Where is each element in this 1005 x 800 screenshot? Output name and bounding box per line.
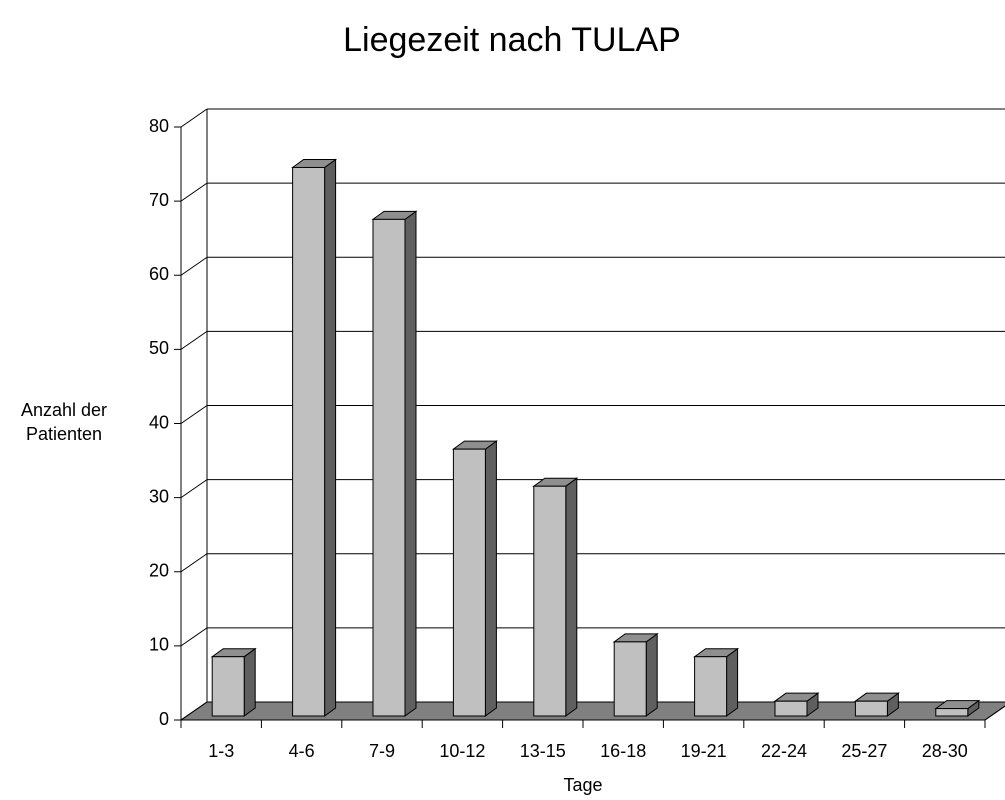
- x-tick-label: 13-15: [520, 741, 566, 761]
- bar: [694, 656, 728, 717]
- x-tick-label: 7-9: [369, 741, 395, 761]
- x-tick-label: 4-6: [289, 741, 315, 761]
- wall-connector: [180, 108, 208, 128]
- bar-side: [243, 647, 256, 717]
- bar: [854, 700, 888, 717]
- y-tick-label: 10: [149, 635, 169, 655]
- bar: [613, 641, 647, 717]
- wall-connector: [180, 182, 208, 202]
- bar: [292, 166, 326, 717]
- floor-right-edge: [984, 705, 1005, 721]
- bar-side: [324, 158, 337, 717]
- y-axis-label: Anzahl der Patienten: [20, 400, 108, 444]
- wall-connector: [180, 256, 208, 276]
- wall-connector: [180, 330, 208, 350]
- wall-connector: [180, 627, 208, 647]
- bar-side: [726, 647, 739, 717]
- x-axis-label: Tage: [563, 775, 602, 795]
- bar-side: [484, 440, 497, 717]
- bar: [452, 448, 486, 717]
- x-tick-label: 1-3: [208, 741, 234, 761]
- wall-connector: [180, 405, 208, 424]
- bar: [935, 708, 969, 717]
- x-tick-label: 25-27: [841, 741, 887, 761]
- x-tick-label: 10-12: [439, 741, 485, 761]
- y-tick-label: 60: [149, 264, 169, 284]
- bar-side: [565, 477, 578, 717]
- y-tick-label: 80: [149, 116, 169, 136]
- bar: [211, 656, 245, 717]
- chart-title: Liegezeit nach TULAP: [343, 21, 681, 59]
- wall-connector: [180, 553, 208, 573]
- y-tick-label: 70: [149, 190, 169, 210]
- wall-connector: [180, 701, 208, 721]
- bar: [533, 485, 567, 717]
- y-tick-label: 40: [149, 412, 169, 432]
- bar-side: [404, 210, 417, 717]
- x-tick-label: 19-21: [681, 741, 727, 761]
- y-tick-label: 0: [159, 709, 169, 729]
- y-tick-label: 50: [149, 338, 169, 358]
- bar: [372, 218, 406, 717]
- x-tick-label: 28-30: [922, 741, 968, 761]
- bar-side: [645, 632, 658, 717]
- y-tick-label: 30: [149, 486, 169, 506]
- x-tick-label: 22-24: [761, 741, 807, 761]
- wall-connector: [180, 479, 208, 499]
- y-tick-label: 20: [149, 561, 169, 581]
- x-tick-label: 16-18: [600, 741, 646, 761]
- bar: [774, 700, 808, 717]
